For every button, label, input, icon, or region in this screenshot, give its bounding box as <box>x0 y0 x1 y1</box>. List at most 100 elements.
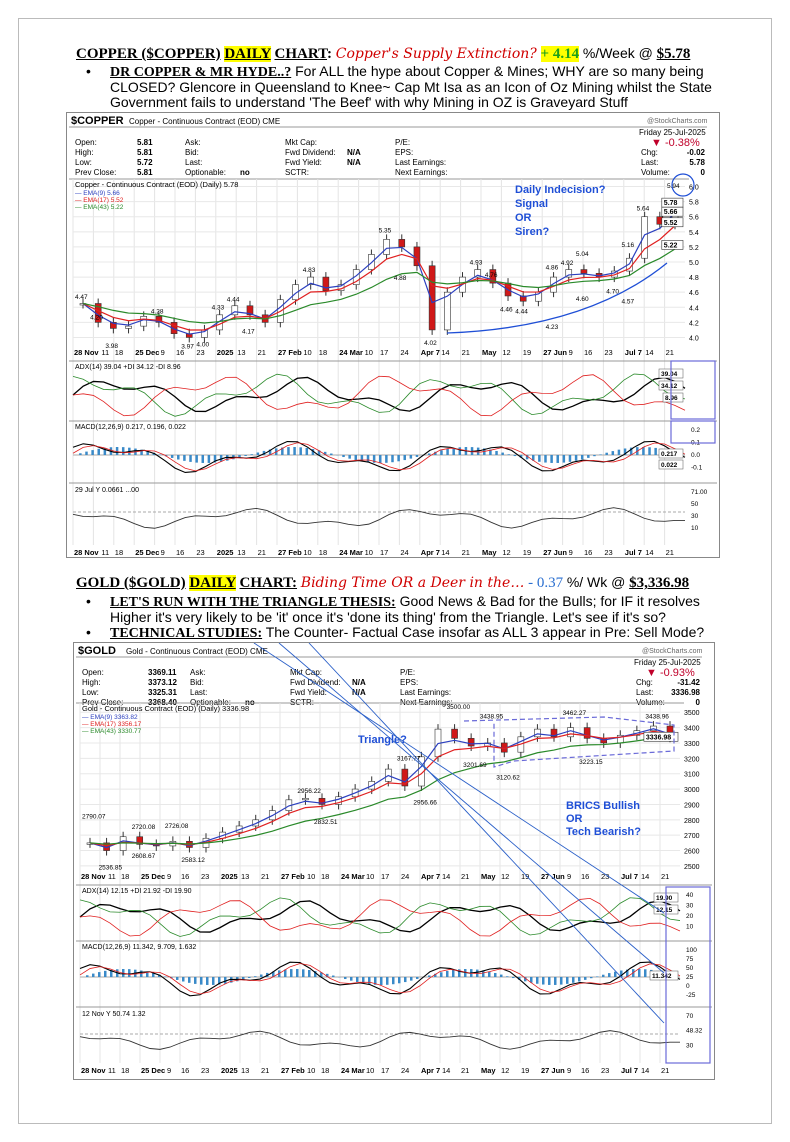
macd-value-box <box>658 448 684 459</box>
macd-histogram-bar <box>403 455 406 461</box>
stat-label: Chg: <box>636 678 653 687</box>
y-tick-label: 50 <box>691 501 699 508</box>
bullet-dot: • <box>86 624 91 640</box>
x-tick-label: Apr 7 <box>421 348 440 357</box>
x-tick-label: 23 <box>201 872 209 881</box>
macd-histogram-bar <box>489 449 492 455</box>
adx-value-label: 19.90 <box>656 895 673 902</box>
x-tick-label: 23 <box>196 548 204 557</box>
macd-histogram-bar <box>284 969 287 977</box>
x-tick-label: 24 <box>400 548 408 557</box>
macd-histogram-bar <box>330 453 333 455</box>
macd-histogram-bar <box>368 977 371 985</box>
macd-histogram-bar <box>260 974 263 977</box>
macd-histogram-bar <box>638 969 641 977</box>
x-tick-label: 18 <box>115 548 123 557</box>
macd-histogram-bar <box>98 972 101 977</box>
annotation-text: Tech Bearish? <box>566 826 641 838</box>
macd-histogram-bar <box>434 973 437 977</box>
macd-value-box <box>649 970 679 981</box>
macd-label: MACD(12,26,9) 0.217, 0.196, 0.022 <box>75 424 186 431</box>
stat-label: Fwd Yield: <box>290 688 327 697</box>
x-tick-label: 28 Nov <box>81 872 106 881</box>
y-tick-label: 2900 <box>684 802 700 809</box>
price-label: 3438.96 <box>645 714 669 721</box>
x-tick-label: 10 <box>307 872 315 881</box>
price-label: 4.86 <box>546 265 559 272</box>
macd-histogram-bar <box>350 977 353 981</box>
macd-histogram-bar <box>398 977 401 984</box>
macd-histogram-bar <box>488 971 491 977</box>
stat-label: EPS: <box>395 148 413 157</box>
x-tick-label: 27 Jun <box>541 872 565 881</box>
macd-histogram-bar <box>188 977 191 983</box>
bullet-text: For ALL the hype about Copper & Mines; W… <box>110 63 712 110</box>
macd-value-label: 0.022 <box>661 462 678 469</box>
x-tick-label: 27 Jun <box>543 548 567 557</box>
macd-histogram-bar <box>416 977 419 979</box>
stat-value: 5.81 <box>137 138 153 147</box>
chart-symbol: $COPPER <box>71 115 124 127</box>
x-tick-label: 11 <box>108 1066 116 1075</box>
x-tick-label: 12 <box>501 872 509 881</box>
price-label: 2583.12 <box>181 857 205 864</box>
stat-label: Fwd Yield: <box>285 158 322 167</box>
copper-chart-svg: $COPPER Copper - Continuous Contract (EOD… <box>69 115 717 557</box>
macd-histogram-bar <box>476 447 480 455</box>
stat-value: 5.81 <box>137 148 153 157</box>
y-tick-label: 25 <box>686 974 694 981</box>
ema43-line <box>82 248 676 324</box>
candle <box>583 727 591 739</box>
x-tick-label: 9 <box>161 348 165 357</box>
ema-legend: — EMA(43) 5.22 <box>75 204 124 211</box>
x-tick-label: 21 <box>461 1066 469 1075</box>
x-tick-label: 23 <box>604 348 612 357</box>
source-label: @StockCharts.com <box>647 118 708 125</box>
annotation-text: Daily Indecision? <box>515 184 606 196</box>
macd-histogram-bar <box>250 454 253 455</box>
macd-histogram-bar <box>302 969 305 977</box>
price-label: 4.93 <box>470 259 483 266</box>
candle <box>467 738 475 747</box>
copper-title: COPPER ($COPPER) <box>76 46 221 62</box>
macd-histogram-bar <box>372 455 376 463</box>
macd-histogram-bar <box>518 977 521 980</box>
macd-histogram-bar <box>556 455 559 463</box>
price-label: 5.64 <box>637 206 650 213</box>
macd-histogram-bar <box>611 451 615 455</box>
x-tick-label: 27 Feb <box>281 1066 305 1075</box>
x-tick-label: 14 <box>641 872 649 881</box>
macd-histogram-bar <box>544 455 547 463</box>
macd-histogram-bar <box>512 977 515 979</box>
x-tick-label: 10 <box>365 348 373 357</box>
macd-histogram-bar <box>608 973 611 977</box>
macd-histogram-bar <box>268 449 272 455</box>
stat-label: Fwd Dividend: <box>285 148 336 157</box>
price-label: 3.97 <box>181 344 194 351</box>
x-tick-label: 9 <box>167 1066 171 1075</box>
macd-histogram-bar <box>392 977 395 985</box>
macd-histogram-bar <box>183 455 186 461</box>
ema-legend: — EMA(17) 3356.17 <box>82 721 142 728</box>
page-border <box>18 18 772 1124</box>
y-tick-label: 3500 <box>684 710 700 717</box>
rsi-label: 12 Nov Y 50.74 1.32 <box>82 1011 146 1018</box>
x-tick-label: 2025 <box>221 1066 238 1075</box>
price-label: 3500.00 <box>447 704 471 711</box>
adx-label: ADX(14) 12.15 +DI 21.92 -DI 19.90 <box>82 888 192 895</box>
stat-label: High: <box>82 678 101 687</box>
x-tick-label: 10 <box>303 548 311 557</box>
macd-histogram-bar <box>446 448 449 455</box>
macd-histogram-bar <box>218 977 221 985</box>
macd-histogram-bar <box>507 454 511 455</box>
macd-histogram-bar <box>290 969 293 977</box>
y-tick-label: 30 <box>691 513 699 520</box>
x-tick-label: 23 <box>601 1066 609 1075</box>
candle <box>322 276 330 291</box>
macd-histogram-bar <box>644 969 647 977</box>
x-tick-label: 19 <box>523 548 531 557</box>
macd-histogram-bar <box>281 447 284 455</box>
candle <box>136 836 144 845</box>
y-tick-label: 5.0 <box>689 260 699 267</box>
y-tick-label: 30 <box>686 903 694 910</box>
